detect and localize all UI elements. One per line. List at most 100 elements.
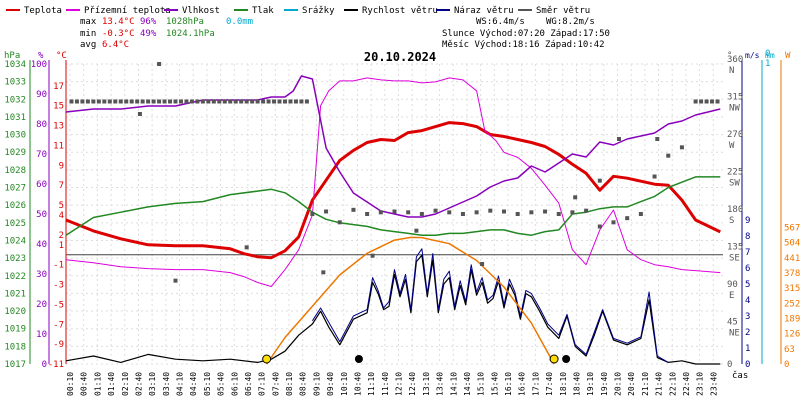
- wind-dir-point: [584, 208, 589, 213]
- wind-dir-point: [715, 99, 720, 104]
- wind-dir-tick-label: W: [729, 141, 735, 151]
- temperature-tick-label: -1: [53, 261, 64, 271]
- wind-dir-point: [414, 228, 419, 233]
- stat-max-label: max: [80, 17, 97, 27]
- stat-max-temp: 13.4°C: [102, 17, 135, 27]
- wind-dir-tick-label: 180: [727, 205, 743, 215]
- wind-dir-point: [107, 99, 112, 104]
- x-tick-label: 04:10: [176, 372, 185, 396]
- wind-dir-point: [529, 210, 534, 215]
- wind-dir-tick-label: 360: [727, 55, 743, 65]
- wind-tick-label: 8: [745, 232, 750, 242]
- stat-max-press: 1028hPa: [166, 17, 204, 27]
- wind-dir-point: [321, 270, 326, 275]
- wind-dir-point: [162, 99, 167, 104]
- solar-tick-label: 189: [784, 315, 800, 325]
- wind-dir-point: [597, 178, 602, 183]
- wind-dir-point: [625, 216, 630, 221]
- temperature-tick-label: -7: [53, 320, 64, 330]
- humidity-tick-label: 20: [36, 300, 47, 310]
- series: [65, 62, 721, 365]
- axis-units: hPa % °C ° m/s mm W čas: [4, 51, 791, 381]
- stat-min-label: min: [80, 29, 96, 39]
- x-tick-label: 18:40: [572, 372, 581, 396]
- stat-min-press: 1024.1hPa: [166, 29, 215, 39]
- wind-dir-tick-label: S: [729, 216, 734, 226]
- wind-dir-point: [480, 262, 485, 266]
- humidity-tick-label: 10: [36, 330, 47, 340]
- legend-label: Teplota: [24, 6, 62, 16]
- wind-dir-point: [173, 278, 178, 283]
- legend-label: Přízemní teplota: [84, 6, 171, 16]
- wind-dir-point: [277, 99, 282, 104]
- wind-dir-point: [597, 224, 602, 229]
- wind-dir-point: [378, 210, 383, 215]
- rain-tick-label: 0: [765, 49, 770, 59]
- x-tick-label: 06:40: [244, 372, 253, 396]
- unit-pct: %: [38, 51, 44, 61]
- wind-dir-point: [137, 112, 142, 116]
- x-tick-label: 19:10: [586, 372, 595, 396]
- grid: [66, 63, 723, 365]
- x-tick-label: 15:10: [477, 372, 486, 396]
- wind-dir-tick-label: N: [729, 66, 734, 76]
- wind-dir-point: [543, 209, 548, 214]
- x-tick-label: 02:10: [121, 372, 130, 396]
- stat-sun: Slunce Východ:07:20 Západ:17:50: [442, 29, 610, 39]
- humidity-tick-label: 70: [36, 150, 47, 160]
- x-tick-label: 21:10: [641, 372, 650, 396]
- series-rychlost-v-tru: [65, 254, 721, 365]
- wind-dir-tick-label: SW: [729, 179, 740, 189]
- wind-dir-point: [655, 137, 660, 141]
- wind-dir-point: [679, 145, 684, 150]
- x-unit: čas: [732, 370, 748, 381]
- pressure-tick-label: 1034: [4, 60, 26, 70]
- pressure-tick-label: 1025: [4, 219, 26, 229]
- wind-dir-tick-label: 225: [727, 168, 743, 178]
- stat-wg: WG:8.2m/s: [546, 17, 595, 27]
- x-tick-label: 11:10: [367, 372, 376, 396]
- temperature-tick-label: 2: [59, 231, 64, 241]
- wind-dir-point: [80, 99, 85, 104]
- wind-dir-point: [69, 99, 74, 104]
- x-tick-label: 01:40: [107, 372, 116, 396]
- wind-dir-point: [699, 99, 704, 104]
- wind-dir-point: [157, 99, 162, 104]
- temperature-tick-label: 7: [59, 181, 64, 191]
- wind-dir-point: [200, 99, 205, 104]
- wind-dir-point: [151, 99, 156, 104]
- x-tick-label: 16:10: [504, 372, 513, 396]
- legend-label: Rychlost větru: [362, 6, 438, 16]
- series-p-zemn-teplota: [65, 77, 721, 287]
- humidity-tick-label: 90: [36, 90, 47, 100]
- x-tick-label: 06:10: [230, 372, 239, 396]
- x-tick-label: 08:40: [299, 372, 308, 396]
- x-tick-label: 12:40: [408, 372, 417, 396]
- wind-dir-point: [419, 212, 424, 216]
- stat-ws: WS:6.4m/s: [476, 17, 525, 27]
- temperature-tick-label: 5: [59, 201, 64, 211]
- x-tick-label: 22:40: [682, 372, 691, 396]
- pressure-tick-label: 1027: [4, 184, 26, 194]
- wind-dir-point: [460, 212, 465, 216]
- humidity-tick-label: 100: [31, 60, 47, 70]
- x-tick-label: 20:40: [627, 372, 636, 396]
- wind-dir-point: [146, 99, 151, 104]
- x-tick-label: 03:10: [148, 372, 157, 396]
- wind-dir-point: [250, 99, 255, 104]
- x-tick-label: 11:40: [381, 372, 390, 396]
- wind-dir-point: [502, 209, 506, 214]
- wind-dir-tick-label: NE: [729, 329, 740, 339]
- stat-avg-label: avg: [80, 40, 96, 50]
- temperature-tick-label: -11: [48, 360, 64, 370]
- solar-tick-label: 567: [784, 224, 800, 234]
- x-tick-label: 01:10: [93, 372, 102, 396]
- stat-min-temp: -0.3°C: [102, 29, 135, 39]
- pressure-tick-label: 1029: [4, 148, 26, 158]
- wind-dir-point: [96, 99, 101, 104]
- wind-dir-point: [228, 99, 233, 104]
- wind-dir-point: [337, 220, 342, 225]
- x-tick-label: 15:40: [490, 372, 499, 396]
- wind-dir-point: [299, 99, 304, 104]
- wind-dir-point: [113, 99, 118, 104]
